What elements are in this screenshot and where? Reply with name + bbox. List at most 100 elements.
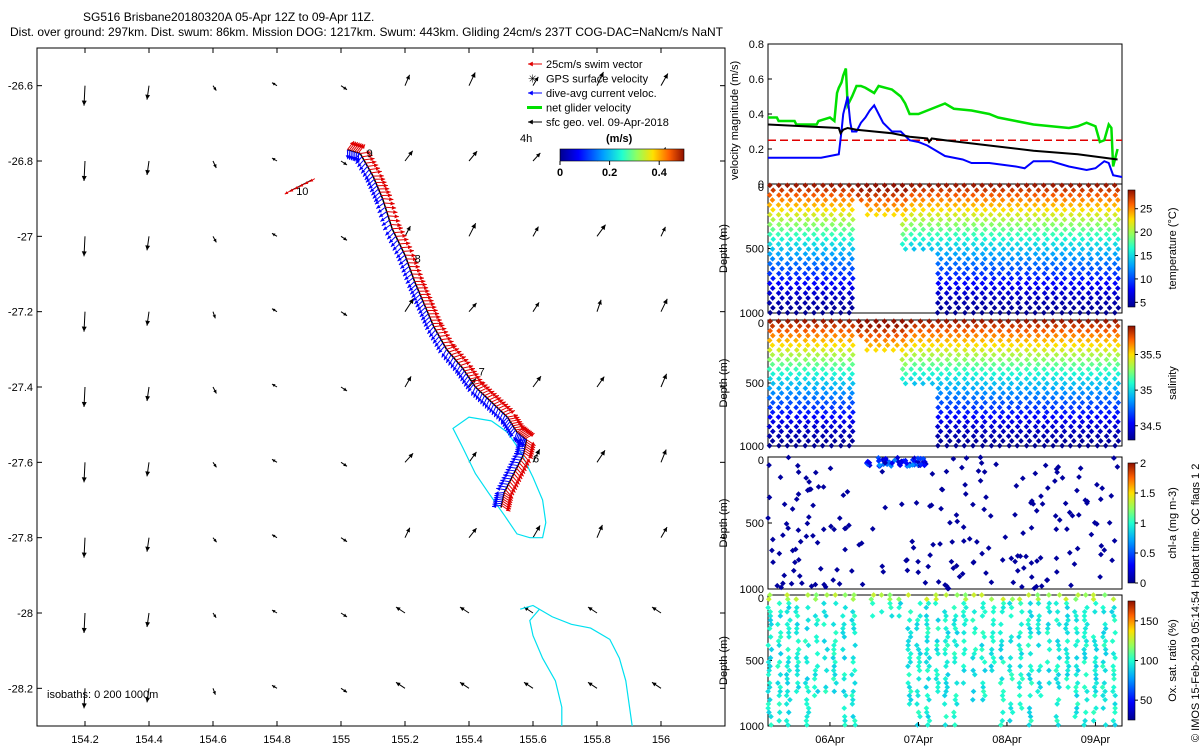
section-point: [1006, 385, 1012, 392]
section-point: [796, 197, 803, 203]
swim-arrow-head: [512, 485, 517, 490]
section-point: [849, 380, 856, 387]
section-point: [1097, 418, 1104, 425]
sfc-geo-arrow-head: [598, 524, 603, 531]
section-point: [866, 187, 873, 194]
section-point: [1041, 404, 1048, 411]
section-point: [837, 182, 844, 189]
section-point: [1035, 295, 1041, 301]
section-point: [805, 705, 812, 712]
section-point: [899, 182, 906, 189]
section-point: [850, 342, 856, 349]
section-point: [1092, 659, 1098, 665]
section-point: [784, 596, 791, 603]
section-point: [775, 251, 782, 257]
section-point: [785, 709, 792, 716]
swim-arrow-head: [463, 358, 469, 363]
section-point: [1106, 380, 1112, 387]
section-point: [1053, 617, 1060, 623]
section-point: [1061, 275, 1068, 282]
section-point: [834, 566, 840, 573]
section-point: [1014, 337, 1021, 344]
section-point: [953, 692, 959, 699]
section-point: [805, 617, 811, 623]
section-point: [912, 197, 918, 203]
section-point: [1017, 380, 1024, 387]
section-point: [1026, 361, 1033, 368]
dac-arrow-head: [508, 462, 513, 467]
section-point: [846, 385, 853, 392]
section-point: [899, 211, 906, 218]
section-point: [840, 295, 847, 301]
section-point: [796, 275, 802, 282]
section-point: [1090, 592, 1097, 598]
section-point: [851, 667, 858, 674]
section-point: [979, 696, 986, 703]
section-point: [1106, 246, 1112, 252]
section-point: [766, 442, 773, 449]
section-point: [1008, 305, 1015, 311]
section-point: [1102, 621, 1108, 628]
section-point: [935, 625, 941, 632]
section-point: [882, 460, 888, 466]
section-point: [899, 366, 906, 372]
section-point: [1108, 493, 1115, 499]
swim-arrow-head: [373, 163, 379, 168]
section-point: [805, 206, 812, 213]
section-point: [1102, 414, 1109, 420]
section-point: [1067, 251, 1074, 257]
section-point: [1017, 265, 1024, 272]
section-point: [1000, 206, 1007, 213]
section-point: [1059, 251, 1065, 257]
section-point: [793, 300, 800, 306]
section-point: [811, 395, 817, 401]
section-point: [996, 192, 1003, 198]
section-point: [896, 596, 902, 603]
section-point: [787, 696, 793, 703]
section-point: [1111, 309, 1118, 316]
section-point: [1100, 659, 1107, 665]
section-point: [1014, 442, 1020, 449]
section-point: [996, 211, 1003, 218]
section-point: [926, 328, 933, 334]
section-point: [1076, 241, 1083, 247]
swim-arrow-head: [393, 209, 398, 215]
section-point: [846, 221, 852, 228]
section-point: [1035, 596, 1042, 603]
section-point: [979, 604, 986, 611]
section-point: [785, 525, 791, 532]
section-point: [938, 265, 945, 272]
swim-arrow-head: [528, 454, 533, 459]
section-point: [953, 356, 959, 363]
section-point: [899, 328, 906, 334]
section-point: [1112, 337, 1118, 344]
section-point: [1023, 375, 1030, 382]
section-point: [796, 573, 803, 579]
swim-arrow-head: [383, 183, 388, 188]
section-point: [1015, 300, 1021, 306]
section-point: [953, 642, 960, 649]
map-xtick-label: 155.2: [391, 734, 419, 746]
section-point: [1097, 197, 1104, 203]
swim-arrow-head: [443, 330, 449, 335]
section-point: [776, 221, 782, 228]
section-point: [1065, 617, 1071, 623]
section-point: [811, 337, 817, 344]
section-point: [1093, 680, 1100, 686]
swim-arrow-head: [432, 305, 437, 310]
section-point: [961, 375, 968, 382]
section-point: [1023, 221, 1030, 228]
section-point: [811, 260, 818, 267]
section-point: [987, 414, 994, 420]
section-point: [1097, 305, 1104, 311]
section-point: [943, 423, 950, 430]
section-point: [973, 295, 980, 301]
section-point: [991, 342, 998, 349]
map-xtick-label: 155: [332, 734, 350, 746]
section-point: [1085, 182, 1092, 189]
section-point: [905, 680, 911, 686]
section-point: [1032, 442, 1038, 449]
sfc-geo-arrow-head: [535, 302, 540, 308]
section-point: [823, 265, 829, 272]
section-point: [1053, 569, 1060, 575]
